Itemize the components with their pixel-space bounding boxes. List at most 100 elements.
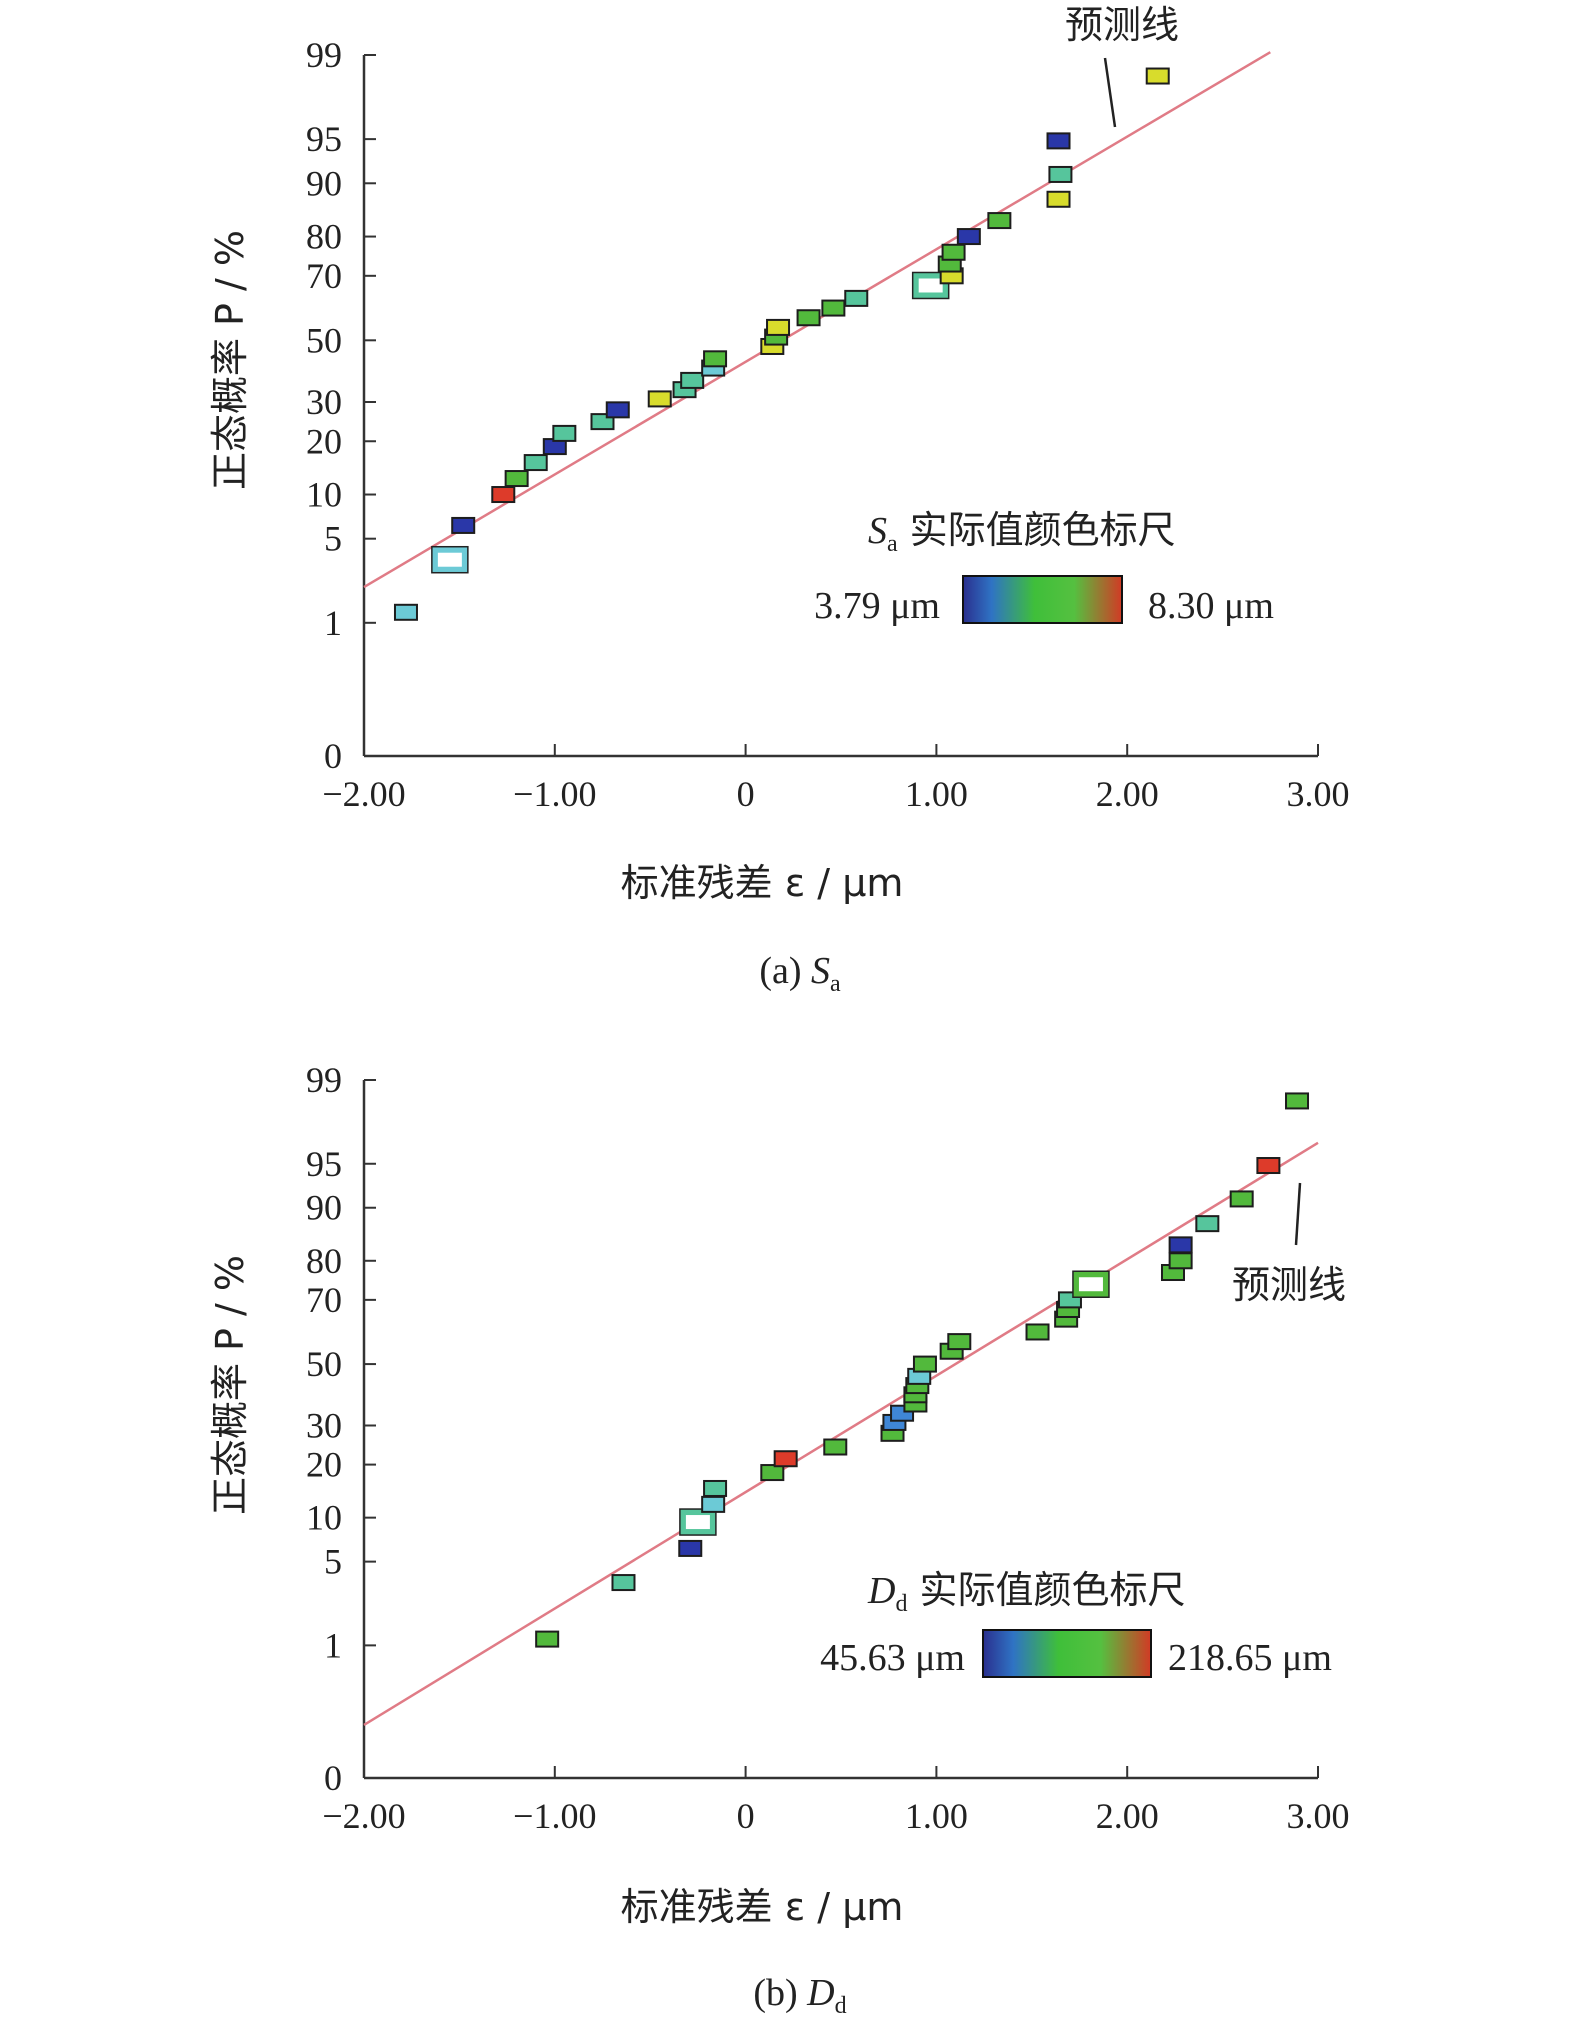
panel-a-legend-max: 8.30 μm — [1148, 585, 1274, 627]
panel-a-y-tick-label: 0 — [324, 736, 342, 776]
panel-a-data-point — [766, 318, 791, 336]
panel-b-y-tick-label: 99 — [306, 1060, 342, 1100]
panel-b-y-tick-label: 80 — [306, 1241, 342, 1281]
panel-a-data-point — [491, 486, 516, 504]
panel-b-y-tick-label: 20 — [306, 1445, 342, 1485]
panel-a-data-point — [821, 299, 846, 317]
panel-a-y-tick-label: 90 — [306, 163, 342, 203]
panel-a-x-tick-label: 3.00 — [1287, 774, 1350, 814]
panel-b-y-tick-label: 10 — [306, 1498, 342, 1538]
panel-b-y-tick-label: 30 — [306, 1406, 342, 1446]
panel-b-data-point — [535, 1630, 560, 1648]
panel-a-data-point — [1048, 165, 1073, 183]
panel-b-fit-line — [363, 1141, 1319, 1727]
panel-a-y-tick-label: 5 — [324, 519, 342, 559]
panel-a-caption: (a) Sa — [759, 950, 841, 997]
panel-a-data-point — [393, 603, 418, 621]
panel-b-fit-line-annotation: 预测线 — [1232, 1182, 1346, 1307]
panel-a-x-tick-label: −2.00 — [322, 774, 405, 814]
panel-b-y-tick-label: 1 — [324, 1625, 342, 1665]
panel-a-x-tick-label: 0 — [737, 774, 755, 814]
panel-a-data-point — [605, 401, 630, 419]
panel-b-legend-min: 45.63 μm — [820, 1637, 965, 1679]
panel-b-data-point — [1168, 1252, 1193, 1270]
panel-b-y-tick-label: 90 — [306, 1188, 342, 1228]
panel-b-y-tick-label: 50 — [306, 1344, 342, 1384]
panel-a-y-tick-label: 20 — [306, 421, 342, 461]
panel-a-data-point — [796, 309, 821, 327]
panel-a-data-point — [987, 212, 1012, 230]
panel-b-x-tick-label: −2.00 — [322, 1796, 405, 1836]
panel-a-legend: Sa 实际值颜色标尺 3.79 μm 8.30 μm — [814, 508, 1274, 627]
panel-b-data-point-outline — [1072, 1270, 1110, 1298]
panel-b-data-point — [678, 1539, 703, 1557]
panel-b-x-axis-title: 标准残差 ε / μm — [621, 1885, 904, 1929]
panel-a-x-tick-label: 1.00 — [905, 774, 968, 814]
panel-a-data-point — [703, 350, 728, 368]
panel-a-data-point — [844, 289, 869, 307]
panel-b-data-point — [1168, 1236, 1193, 1254]
panel-a-data-point — [1046, 190, 1071, 208]
panel-a-colorbar — [962, 575, 1123, 624]
panel-b-x-tick-label: 0 — [737, 1796, 755, 1836]
panel-a-data-point — [1145, 67, 1170, 85]
panel-b-x-tick-label: 2.00 — [1096, 1796, 1159, 1836]
panel-a-data-point — [523, 454, 548, 472]
panel-b-x-tick-label: −1.00 — [513, 1796, 596, 1836]
panel-b-legend-title: Dd 实际值颜色标尺 — [867, 1568, 1185, 1617]
panel-b-fit-line-label: 预测线 — [1232, 1263, 1346, 1307]
panel-b-data-point — [703, 1479, 728, 1497]
panel-b-data-point — [1256, 1157, 1281, 1175]
panel-b-data-point-outline — [679, 1508, 717, 1536]
panel-a-y-tick-label: 1 — [324, 603, 342, 643]
panel-a-legend-title: Sa 实际值颜色标尺 — [868, 508, 1176, 557]
panel-a-fit-line-leader — [1103, 57, 1117, 128]
panel-a-data-point — [912, 272, 949, 299]
panel-b-data-point — [1195, 1215, 1220, 1233]
panel-b-legend: Dd 实际值颜色标尺 45.63 μm 218.65 μm — [820, 1568, 1332, 1679]
panel-a-y-tick-label: 50 — [306, 320, 342, 360]
panel-b-y-axis-title: 正态概率 P / % — [208, 1255, 252, 1515]
panel-a-data-point — [647, 390, 672, 408]
panel-a-data-point-outline — [431, 545, 469, 574]
panel-b-data-point — [1072, 1271, 1109, 1298]
panel-b-data-point — [679, 1509, 716, 1536]
panel-a-data-point — [504, 470, 529, 488]
panel-a-legend-min: 3.79 μm — [814, 585, 940, 627]
panel-b-y-tick-label: 0 — [324, 1758, 342, 1798]
panel-b-y-tick-label: 5 — [324, 1542, 342, 1582]
panel-b-data-point — [823, 1438, 848, 1456]
panel-a-data-point — [431, 546, 468, 573]
panel-b-y-tick-label: 70 — [306, 1280, 342, 1320]
panel-b-data-point — [1229, 1190, 1254, 1208]
panel-b-data-point — [1025, 1323, 1050, 1341]
panel-b-caption: (b) Dd — [753, 1972, 846, 2018]
panel-a-y-tick-label: 70 — [306, 256, 342, 296]
panel-a-data-point — [451, 516, 476, 534]
panel-a-fit-line-label: 预测线 — [1065, 3, 1179, 47]
panel-a-data-point — [552, 424, 577, 442]
panel-b-fit-line-leader — [1294, 1182, 1302, 1246]
panel-a-data-point — [1046, 132, 1071, 150]
panel-a-x-tick-label: −1.00 — [513, 774, 596, 814]
panel-b-colorbar — [982, 1629, 1152, 1678]
panel-a-data-point-outline — [911, 271, 950, 300]
panel-b-data-point — [760, 1464, 785, 1482]
panel-b-legend-max: 218.65 μm — [1168, 1637, 1332, 1679]
panel-b-data-point — [1285, 1092, 1310, 1110]
panel-b-x-tick-label: 1.00 — [905, 1796, 968, 1836]
panel-a-y-tick-label: 30 — [306, 382, 342, 422]
panel-b-x-tick-label: 3.00 — [1287, 1796, 1350, 1836]
panel-b-data-point — [611, 1574, 636, 1592]
panel-a-y-tick-label: 10 — [306, 475, 342, 515]
panel-a-x-axis-title: 标准残差 ε / μm — [621, 861, 904, 905]
panel-b-data-point — [701, 1495, 726, 1513]
panel-a-y-axis-title: 正态概率 P / % — [208, 230, 252, 490]
panel-a-data-point — [680, 371, 705, 389]
panel-b-y-tick-label: 95 — [306, 1144, 342, 1184]
panel-a-y-tick-label: 99 — [306, 35, 342, 75]
